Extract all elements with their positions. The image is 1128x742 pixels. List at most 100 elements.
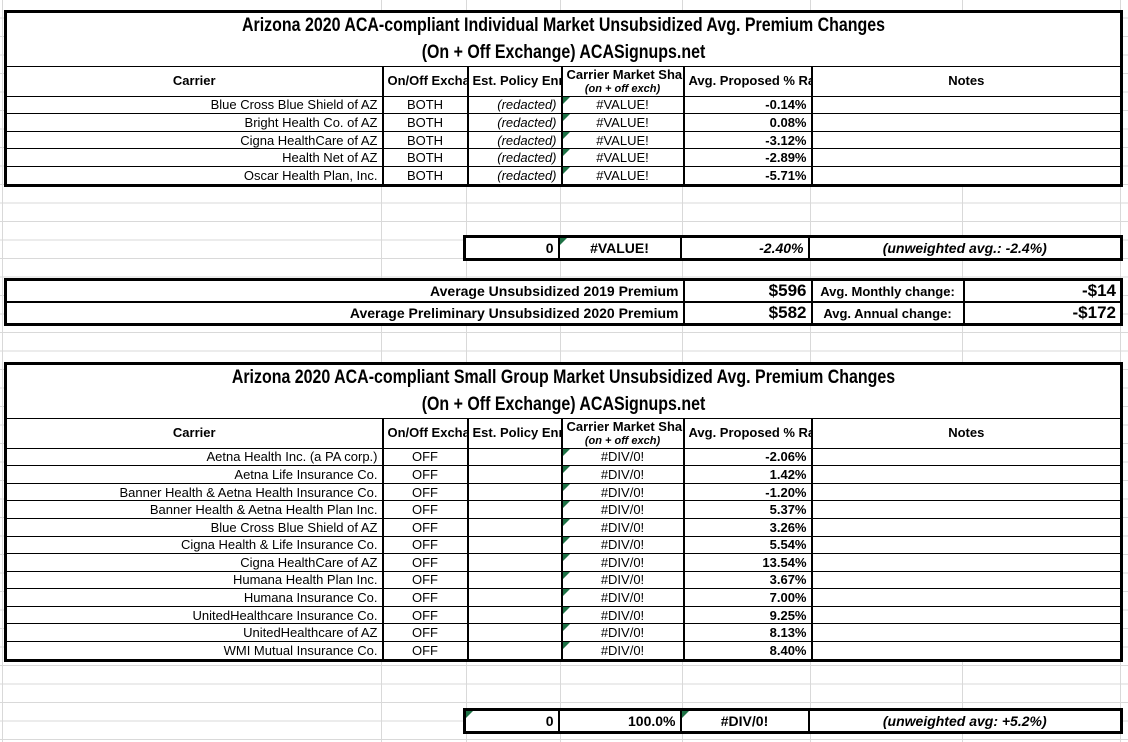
enrollees-cell[interactable] — [466, 605, 563, 625]
enrollees-cell[interactable]: (redacted) — [466, 113, 563, 132]
premium-2020-value[interactable]: $582 — [682, 301, 813, 326]
market-share-cell[interactable]: #DIV/0! — [560, 517, 685, 537]
unweighted-avg-note[interactable]: (unweighted avg: +5.2%) — [807, 709, 1123, 733]
annual-change-value[interactable]: -$172 — [962, 301, 1123, 326]
exchange-cell[interactable]: OFF — [381, 641, 469, 661]
carrier-cell[interactable]: Cigna HealthCare of AZ — [4, 553, 384, 572]
enrollees-cell[interactable] — [466, 553, 563, 572]
monthly-change-label[interactable]: Avg. Monthly change: — [810, 279, 965, 303]
notes-cell[interactable] — [810, 641, 1123, 661]
col-header-market-share[interactable]: Carrier Market Share (on + off exch) — [560, 66, 685, 97]
exchange-cell[interactable]: OFF — [381, 500, 469, 519]
enrollees-cell[interactable] — [466, 482, 563, 502]
rate-change-cell[interactable]: 5.54% — [682, 535, 813, 555]
enrollees-cell[interactable]: (redacted) — [466, 130, 563, 150]
rate-change-cell[interactable]: -1.20% — [682, 482, 813, 502]
notes-cell[interactable] — [810, 500, 1123, 519]
enrollees-cell[interactable] — [466, 535, 563, 555]
market-share-cell[interactable]: #DIV/0! — [560, 570, 685, 590]
market-share-cell[interactable]: #DIV/0! — [560, 553, 685, 572]
exchange-cell[interactable]: OFF — [381, 465, 469, 484]
premium-2019-label[interactable]: Average Unsubsidized 2019 Premium — [4, 279, 685, 303]
rate-change-cell[interactable]: 7.00% — [682, 588, 813, 607]
total-rate-change-cell[interactable]: -2.40% — [679, 236, 810, 260]
carrier-cell[interactable]: Blue Cross Blue Shield of AZ — [4, 517, 384, 537]
notes-cell[interactable] — [810, 623, 1123, 643]
exchange-cell[interactable]: BOTH — [381, 165, 469, 186]
rate-change-cell[interactable]: 9.25% — [682, 605, 813, 625]
enrollees-cell[interactable] — [466, 623, 563, 643]
table1-title[interactable]: Arizona 2020 ACA-compliant Individual Ma… — [4, 10, 1123, 68]
unweighted-avg-note[interactable]: (unweighted avg.: -2.4%) — [807, 236, 1123, 260]
market-share-cell[interactable]: #DIV/0! — [560, 535, 685, 555]
notes-cell[interactable] — [810, 517, 1123, 537]
market-share-cell[interactable]: #DIV/0! — [560, 447, 685, 467]
carrier-cell[interactable]: Aetna Life Insurance Co. — [4, 465, 384, 484]
col-header-exchange[interactable]: On/Off Exchange — [381, 66, 469, 97]
enrollees-cell[interactable] — [466, 641, 563, 661]
market-share-cell[interactable]: #VALUE! — [560, 165, 685, 186]
enrollees-cell[interactable] — [466, 588, 563, 607]
rate-change-cell[interactable]: 3.67% — [682, 570, 813, 590]
notes-cell[interactable] — [810, 465, 1123, 484]
enrollees-cell[interactable]: (redacted) — [466, 148, 563, 167]
market-share-cell[interactable]: #DIV/0! — [560, 641, 685, 661]
carrier-cell[interactable]: WMI Mutual Insurance Co. — [4, 641, 384, 661]
total-enrollees-cell[interactable]: 0 — [463, 709, 560, 733]
market-share-cell[interactable]: #VALUE! — [560, 113, 685, 132]
col-header-notes[interactable]: Notes — [810, 418, 1123, 449]
table2-title[interactable]: Arizona 2020 ACA-compliant Small Group M… — [4, 362, 1123, 420]
exchange-cell[interactable]: OFF — [381, 570, 469, 590]
carrier-cell[interactable]: Aetna Health Inc. (a PA corp.) — [4, 447, 384, 467]
rate-change-cell[interactable]: -2.06% — [682, 447, 813, 467]
market-share-cell[interactable]: #DIV/0! — [560, 588, 685, 607]
market-share-cell[interactable]: #DIV/0! — [560, 465, 685, 484]
monthly-change-value[interactable]: -$14 — [962, 279, 1123, 303]
notes-cell[interactable] — [810, 553, 1123, 572]
market-share-cell[interactable]: #DIV/0! — [560, 605, 685, 625]
carrier-cell[interactable]: Humana Health Plan Inc. — [4, 570, 384, 590]
exchange-cell[interactable]: OFF — [381, 588, 469, 607]
notes-cell[interactable] — [810, 535, 1123, 555]
notes-cell[interactable] — [810, 482, 1123, 502]
exchange-cell[interactable]: OFF — [381, 517, 469, 537]
exchange-cell[interactable]: BOTH — [381, 130, 469, 150]
notes-cell[interactable] — [810, 130, 1123, 150]
col-header-enrollees[interactable]: Est. Policy Enrollees — [466, 418, 563, 449]
notes-cell[interactable] — [810, 113, 1123, 132]
enrollees-cell[interactable] — [466, 465, 563, 484]
total-market-share-cell[interactable]: 100.0% — [557, 709, 682, 733]
market-share-cell[interactable]: #VALUE! — [560, 95, 685, 115]
annual-change-label[interactable]: Avg. Annual change: — [810, 301, 965, 326]
exchange-cell[interactable]: OFF — [381, 623, 469, 643]
carrier-cell[interactable]: Cigna HealthCare of AZ — [4, 130, 384, 150]
rate-change-cell[interactable]: -2.89% — [682, 148, 813, 167]
carrier-cell[interactable]: Health Net of AZ — [4, 148, 384, 167]
enrollees-cell[interactable] — [466, 517, 563, 537]
notes-cell[interactable] — [810, 588, 1123, 607]
exchange-cell[interactable]: BOTH — [381, 148, 469, 167]
col-header-rate-change[interactable]: Avg. Proposed % Rate Change — [682, 418, 813, 449]
col-header-exchange[interactable]: On/Off Exchange — [381, 418, 469, 449]
col-header-carrier[interactable]: Carrier — [4, 66, 384, 97]
rate-change-cell[interactable]: 5.37% — [682, 500, 813, 519]
rate-change-cell[interactable]: -5.71% — [682, 165, 813, 186]
exchange-cell[interactable]: OFF — [381, 535, 469, 555]
col-header-notes[interactable]: Notes — [810, 66, 1123, 97]
col-header-rate-change[interactable]: Avg. Proposed % Rate Change — [682, 66, 813, 97]
rate-change-cell[interactable]: 0.08% — [682, 113, 813, 132]
notes-cell[interactable] — [810, 605, 1123, 625]
notes-cell[interactable] — [810, 148, 1123, 167]
col-header-carrier[interactable]: Carrier — [4, 418, 384, 449]
carrier-cell[interactable]: Blue Cross Blue Shield of AZ — [4, 95, 384, 115]
carrier-cell[interactable]: Banner Health & Aetna Health Insurance C… — [4, 482, 384, 502]
premium-2020-label[interactable]: Average Preliminary Unsubsidized 2020 Pr… — [4, 301, 685, 326]
rate-change-cell[interactable]: 8.40% — [682, 641, 813, 661]
market-share-cell[interactable]: #DIV/0! — [560, 500, 685, 519]
rate-change-cell[interactable]: -0.14% — [682, 95, 813, 115]
notes-cell[interactable] — [810, 447, 1123, 467]
exchange-cell[interactable]: BOTH — [381, 113, 469, 132]
rate-change-cell[interactable]: 1.42% — [682, 465, 813, 484]
notes-cell[interactable] — [810, 570, 1123, 590]
total-market-share-cell[interactable]: #VALUE! — [557, 236, 682, 260]
